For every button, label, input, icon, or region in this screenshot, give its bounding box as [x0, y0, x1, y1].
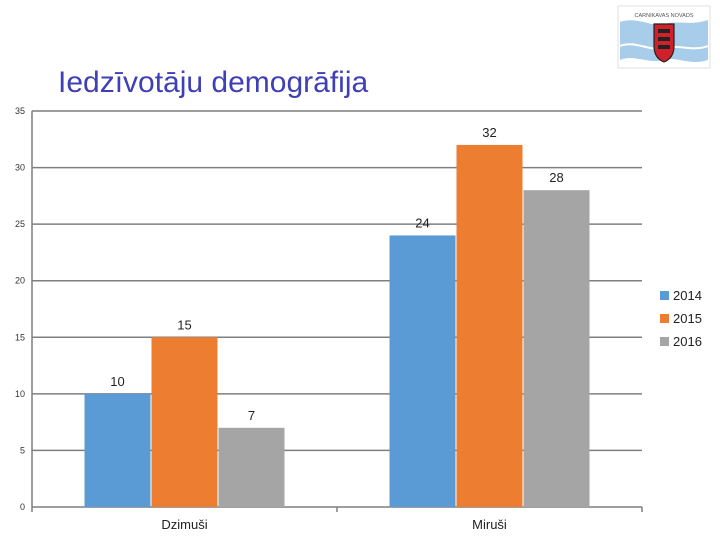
bar-2016-dzimuši	[218, 427, 285, 507]
data-label: 28	[549, 170, 563, 185]
data-label: 32	[482, 125, 496, 140]
y-tick-label: 25	[15, 219, 25, 229]
legend: 2014 2015 2016	[660, 288, 702, 349]
legend-label-2014: 2014	[673, 288, 702, 303]
y-tick-label: 10	[15, 389, 25, 399]
logo-shield	[653, 23, 675, 63]
y-tick-label: 5	[20, 445, 25, 455]
legend-label-2016: 2016	[673, 334, 702, 349]
y-tick-label: 35	[15, 106, 25, 116]
y-tick-label: 30	[15, 163, 25, 173]
legend-swatch-2014	[660, 291, 669, 300]
legend-swatch-2015	[660, 314, 669, 323]
y-tick-label: 20	[15, 276, 25, 286]
coat-of-arms-logo: CARNIKAVAS NOVADS	[617, 5, 711, 69]
bar-2015-miruši	[456, 144, 523, 507]
y-tick-label: 0	[20, 502, 25, 512]
data-label: 7	[248, 408, 255, 423]
bar-2014-dzimuši	[84, 393, 151, 507]
y-tick-label: 15	[15, 332, 25, 342]
plot-area: 0 5 10 15 20 25 30 35 10 15 7 Dzimuši 24 32 28 Miruši	[15, 106, 643, 532]
bar-2016-miruši	[523, 190, 590, 507]
x-category-label: Dzimuši	[161, 517, 207, 532]
x-category-label: Miruši	[472, 517, 507, 532]
legend-label-2015: 2015	[673, 311, 702, 326]
legend-swatch-2016	[660, 337, 669, 346]
bar-2015-dzimuši	[151, 337, 218, 507]
chart-title: Iedzīvotāju demogrāfija	[58, 66, 368, 99]
data-label: 10	[110, 374, 124, 389]
bar-2014-miruši	[389, 235, 456, 507]
data-label: 15	[177, 317, 191, 332]
logo-caption: CARNIKAVAS NOVADS	[635, 13, 694, 19]
data-label: 24	[415, 215, 429, 230]
